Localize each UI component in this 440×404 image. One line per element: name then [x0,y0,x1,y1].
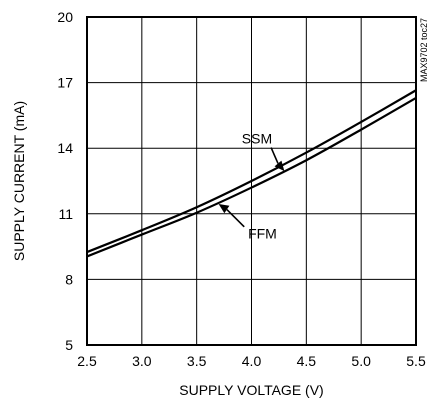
y-tick-label: 17 [57,75,73,91]
y-tick-label: 11 [58,206,73,222]
annotation-arrow-line [270,147,279,164]
annotation-arrowhead [274,160,285,172]
figure-code-label: MAX9702 toc27 [419,18,429,82]
annotation-arrow-line [226,208,245,228]
plot-frame [86,16,417,346]
y-tick-label: 8 [65,271,73,287]
x-tick-label: 3.0 [132,353,152,369]
x-tick-label: 4.0 [242,353,262,369]
annotation-ssm: SSM [242,130,285,172]
y-tick-label: 20 [57,9,73,25]
x-tick-label: 3.5 [187,353,207,369]
y-tick-label: 5 [65,337,73,353]
series-label-ssm: SSM [242,130,272,146]
series-label-ffm: FFM [248,225,277,241]
series-line-ffm [86,96,417,258]
series-lines [86,89,417,258]
grid-lines [87,17,416,345]
annotation-ffm: FFM [218,203,277,241]
y-axis-title: SUPPLY CURRENT (mA) [11,101,27,261]
y-tick-label: 14 [57,140,73,156]
tick-labels: 2.5 3.0 3.5 4.0 4.5 5.0 5.5 5 8 11 14 17 20 [57,9,426,369]
x-tick-label: 4.5 [297,353,317,369]
x-axis-title: SUPPLY VOLTAGE (V) [179,382,323,398]
x-tick-label: 5.0 [351,353,371,369]
x-tick-label: 5.5 [406,353,426,369]
x-tick-label: 2.5 [77,353,97,369]
annotation-arrowhead [218,203,230,214]
series-line-ssm [86,89,417,254]
annotations: SSM FFM [218,130,285,241]
